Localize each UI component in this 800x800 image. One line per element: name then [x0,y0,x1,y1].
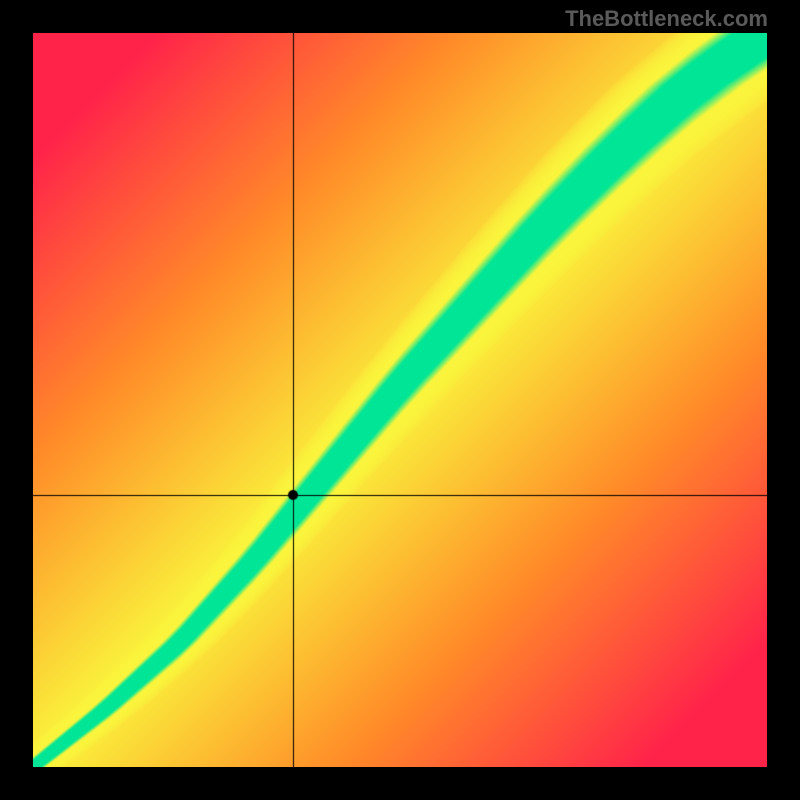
heatmap-canvas [33,33,767,767]
heatmap-plot [33,33,767,767]
watermark-text: TheBottleneck.com [565,6,768,32]
